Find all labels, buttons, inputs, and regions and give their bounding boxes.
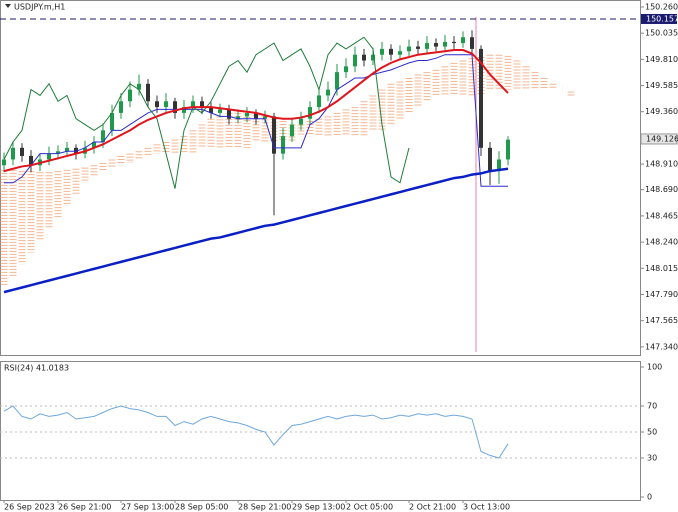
candle-body [209,107,213,113]
candle-body [299,118,303,125]
candle-body [47,153,51,160]
y-tick-label: 148.465 [645,211,678,220]
candle-body [101,130,105,142]
x-tick-label: 3 Oct 13:00 [463,503,510,512]
y-tick-label: 148.690 [645,185,678,194]
y-tick-label: 50 [647,428,657,437]
candle-body [479,48,483,148]
price-label: 149.126 [646,134,678,143]
candle-body [488,147,492,172]
candle-body [191,101,195,108]
candle-body [389,48,393,55]
candle-body [146,83,150,102]
candle-body [128,89,132,102]
candle-body [308,107,312,119]
y-tick-label: 149.810 [645,55,678,64]
rsi-panel [0,361,641,501]
y-tick-label: 150.035 [645,29,678,38]
candle-body [335,72,339,90]
candle-body [281,136,285,154]
candle-body [497,159,501,172]
y-tick-label: 147.340 [645,342,678,351]
candle-body [434,43,438,47]
y-tick-label: 149.585 [645,81,678,90]
indicator-line [3,167,509,294]
candle-body [56,151,60,154]
candle-body [164,101,168,108]
candle-body [506,139,510,160]
candle-body [425,43,429,49]
candle-body [452,41,456,44]
candle-body [155,101,159,108]
level-label: 150.157 [646,14,678,23]
candle-body [11,147,15,160]
candle-body [470,37,474,49]
x-tick-label: 26 Sep 2023 [4,503,55,512]
chart-title: USDJPY.m,H1 [14,3,65,12]
x-tick-label: 27 Sep 13:00 [121,503,174,512]
y-tick-label: 150.260 [645,2,678,11]
x-tick-label: 26 Sep 21:00 [58,503,111,512]
candle-body [2,159,6,166]
candle-body [317,95,321,108]
rsi-title: RSI(24) 41.0183 [4,364,69,373]
y-tick-label: 147.565 [645,316,678,325]
candle-body [290,124,294,137]
x-tick-label: 2 Oct 21:00 [409,503,456,512]
candle-body [227,109,231,119]
y-tick-label: 147.790 [645,290,678,299]
candle-body [326,89,330,96]
candle-body [380,48,384,55]
indicator-line [3,49,509,173]
candle-body [173,101,177,113]
candle-body [119,101,123,113]
y-tick-label: 148.015 [645,264,678,273]
x-tick-label: 29 Sep 13:00 [292,503,345,512]
candle-body [407,46,411,52]
candle-body [272,116,276,154]
candle-body [182,107,186,113]
y-tick-label: 100 [647,363,662,372]
candle-body [137,83,141,90]
x-tick-label: 28 Sep 05:00 [175,503,228,512]
candle-body [344,66,348,73]
x-tick-label: 2 Oct 05:00 [346,503,393,512]
y-tick-label: 0 [647,493,652,502]
candle-body [353,54,357,67]
y-tick-label: 70 [647,402,657,411]
y-tick-label: 148.240 [645,238,678,247]
indicator-line [4,54,508,187]
candle-body [74,147,78,154]
candle-body [362,54,366,61]
candle-body [65,147,69,152]
y-tick-label: 30 [647,454,657,463]
price-panel [0,0,641,356]
candle-body [92,142,96,148]
candle-body [245,112,249,117]
candle-body [218,109,222,113]
y-tick-label: 148.910 [645,160,678,169]
candle-body [461,37,465,44]
y-tick-label: 149.360 [645,107,678,116]
candle-body [416,46,420,49]
candle-body [371,54,375,61]
candle-body [263,116,267,119]
candle-body [443,41,447,47]
price-tag [640,133,678,145]
candle-body [29,155,33,166]
candle-body [20,147,24,156]
x-tick-label: 28 Sep 21:00 [238,503,291,512]
candle-body [200,101,204,108]
candle-body [110,112,114,131]
candle-body [398,51,402,55]
candle-body [254,112,258,119]
symbol-icon [5,4,11,8]
candle-body [236,116,240,119]
rsi-line [3,405,509,459]
level-tag [641,13,677,24]
